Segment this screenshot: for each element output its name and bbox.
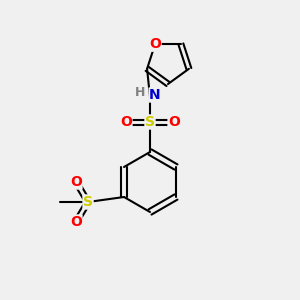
Text: O: O: [70, 215, 82, 229]
Text: O: O: [149, 37, 161, 51]
Text: S: S: [83, 195, 93, 209]
Text: O: O: [168, 115, 180, 129]
Text: O: O: [120, 115, 132, 129]
Text: N: N: [149, 88, 161, 102]
Text: S: S: [145, 115, 155, 129]
Text: H: H: [135, 85, 145, 98]
Text: O: O: [70, 175, 82, 189]
